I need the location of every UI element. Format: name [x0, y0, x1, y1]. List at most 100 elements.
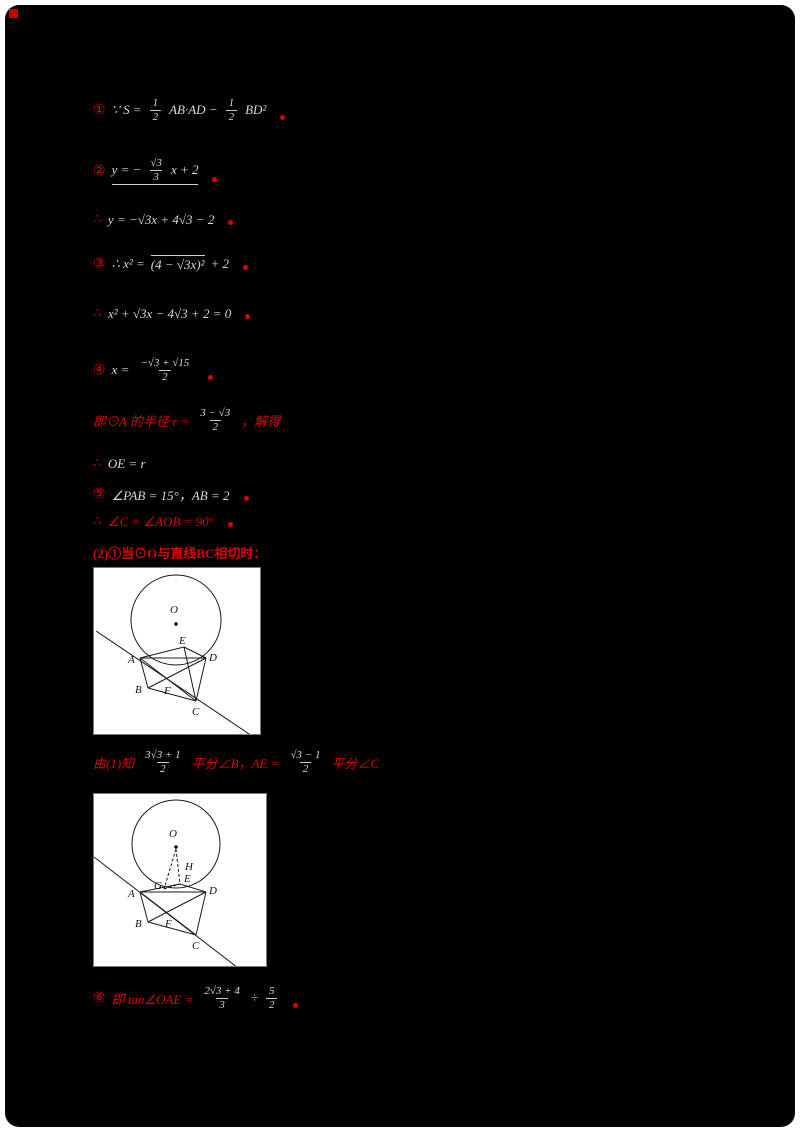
step-marker-therefore: ∴	[93, 456, 102, 471]
segment-AB	[139, 657, 149, 689]
segment-AE	[139, 883, 181, 893]
tangent-line	[95, 630, 259, 741]
solution-line-9: ⑤ ∠PAB = 15°，AB = 2	[93, 485, 249, 504]
step-marker-therefore: ∴	[93, 306, 102, 321]
math-text: + 2	[210, 256, 230, 271]
step-marker-6: ⑥	[93, 990, 106, 1006]
end-dot	[227, 522, 233, 527]
circle-O	[130, 574, 222, 666]
math-text: y = −	[111, 162, 142, 178]
point-label-H: H	[184, 861, 194, 873]
end-dot	[293, 1003, 299, 1009]
geometry-diagram-1: O E D A B F C	[93, 567, 261, 741]
end-dot	[280, 115, 286, 121]
red-text: ，解得	[241, 413, 281, 429]
solution-line-5: ∴ x² + √3x − 4√3 + 2 = 0	[93, 305, 251, 322]
red-text: 即⊙A 的半径 r =	[93, 413, 190, 429]
point-label-C: C	[192, 706, 200, 718]
segment-CD	[195, 891, 207, 936]
step-marker-4: ④	[93, 362, 106, 378]
fraction-denominator: 2	[299, 761, 312, 776]
geometry-diagram-2: O H E G A D B F C	[93, 793, 267, 989]
point-label-B: B	[135, 918, 142, 930]
point-label-A: A	[127, 654, 135, 666]
red-text: 平分∠C	[331, 755, 380, 771]
circle-O	[131, 799, 221, 889]
step-marker-5: ⑤	[93, 487, 106, 502]
point-label-F: F	[163, 685, 171, 697]
point-label-A: A	[127, 888, 135, 900]
point-label-O: O	[170, 604, 178, 616]
end-dot	[228, 220, 234, 225]
math-text: ∠PAB = 15°，AB = 2	[111, 488, 230, 503]
math-text: ∵ S =	[111, 102, 142, 118]
fraction-denominator: 2	[225, 109, 238, 124]
fraction-denominator: 2	[159, 369, 171, 384]
fraction-numerator: 3√3 + 1	[145, 749, 181, 761]
segment-EC	[183, 646, 197, 702]
red-text: 即 tan∠OAE =	[111, 991, 194, 1007]
end-dot	[208, 375, 214, 381]
point-label-O: O	[169, 828, 177, 840]
end-dot	[243, 496, 249, 501]
fraction-denominator: 2	[265, 997, 278, 1012]
section-heading: (2)①当⊙O与直线BC相切时：	[93, 543, 266, 562]
point-label-E: E	[178, 635, 186, 647]
math-text: y = − √3 3 x + 2	[111, 157, 199, 186]
solution-line-7: 即⊙A 的半径 r = 3 − √3 2 ，解得	[93, 407, 280, 433]
solution-line-6: ④ x = −√3 + √15 2	[93, 357, 214, 383]
point-label-D: D	[208, 885, 217, 897]
point-label-E: E	[183, 873, 191, 885]
solution-line-10: ∴ ∠C = ∠AOB = 90°	[93, 513, 233, 530]
end-dot	[212, 177, 218, 183]
solution-line-2: ② y = − √3 3 x + 2	[93, 157, 218, 186]
fraction-denominator: 2	[209, 419, 222, 434]
fraction-numerator: √3	[150, 157, 162, 169]
segment-BC	[147, 687, 197, 702]
tangent-line	[93, 856, 265, 989]
point-O-dot	[174, 845, 178, 849]
solution-line-8: ∴ OE = r	[93, 455, 146, 472]
math-text-overlined: (4 − √3x)²	[150, 255, 205, 272]
point-label-C: C	[192, 940, 200, 952]
segment-ED	[179, 883, 207, 893]
step-marker-therefore: ∴	[93, 212, 102, 227]
step-marker-2: ②	[93, 163, 106, 179]
math-text: x =	[111, 362, 130, 378]
point-label-D: D	[208, 652, 217, 664]
red-math-text: ∠C = ∠AOB = 90°	[107, 513, 214, 529]
end-dot	[245, 314, 251, 319]
fraction-numerator: 2√3 + 4	[204, 985, 240, 997]
fraction-numerator: 3 − √3	[200, 407, 231, 419]
step-marker-1: ①	[93, 102, 106, 118]
corner-mark	[9, 9, 18, 18]
point-O-dot	[174, 622, 178, 626]
segment-CD	[195, 657, 207, 702]
fraction: 3 − √3 2	[197, 407, 233, 433]
solution-line-4: ③ ∴ x² = (4 − √3x)² + 2	[93, 255, 249, 273]
fraction-denominator: 2	[149, 109, 162, 124]
fraction-numerator: √3 − 1	[290, 749, 321, 761]
fraction: −√3 + √15 2	[137, 357, 192, 383]
segment-BD	[147, 657, 207, 689]
math-text: x² + √3x − 4√3 + 2 = 0	[107, 305, 232, 321]
fraction-numerator: 1	[152, 97, 159, 109]
segment-BD	[147, 891, 207, 923]
red-text: 由(1)知	[93, 755, 135, 771]
end-dot	[243, 265, 249, 270]
fraction-denominator: 2	[157, 761, 169, 776]
math-text: AB·AD −	[169, 102, 218, 118]
segment-AB	[139, 891, 149, 923]
point-label-B: B	[135, 684, 142, 696]
dashed-segment-OE	[175, 848, 181, 885]
diagram-1-svg: O E D A B F C	[95, 574, 259, 741]
